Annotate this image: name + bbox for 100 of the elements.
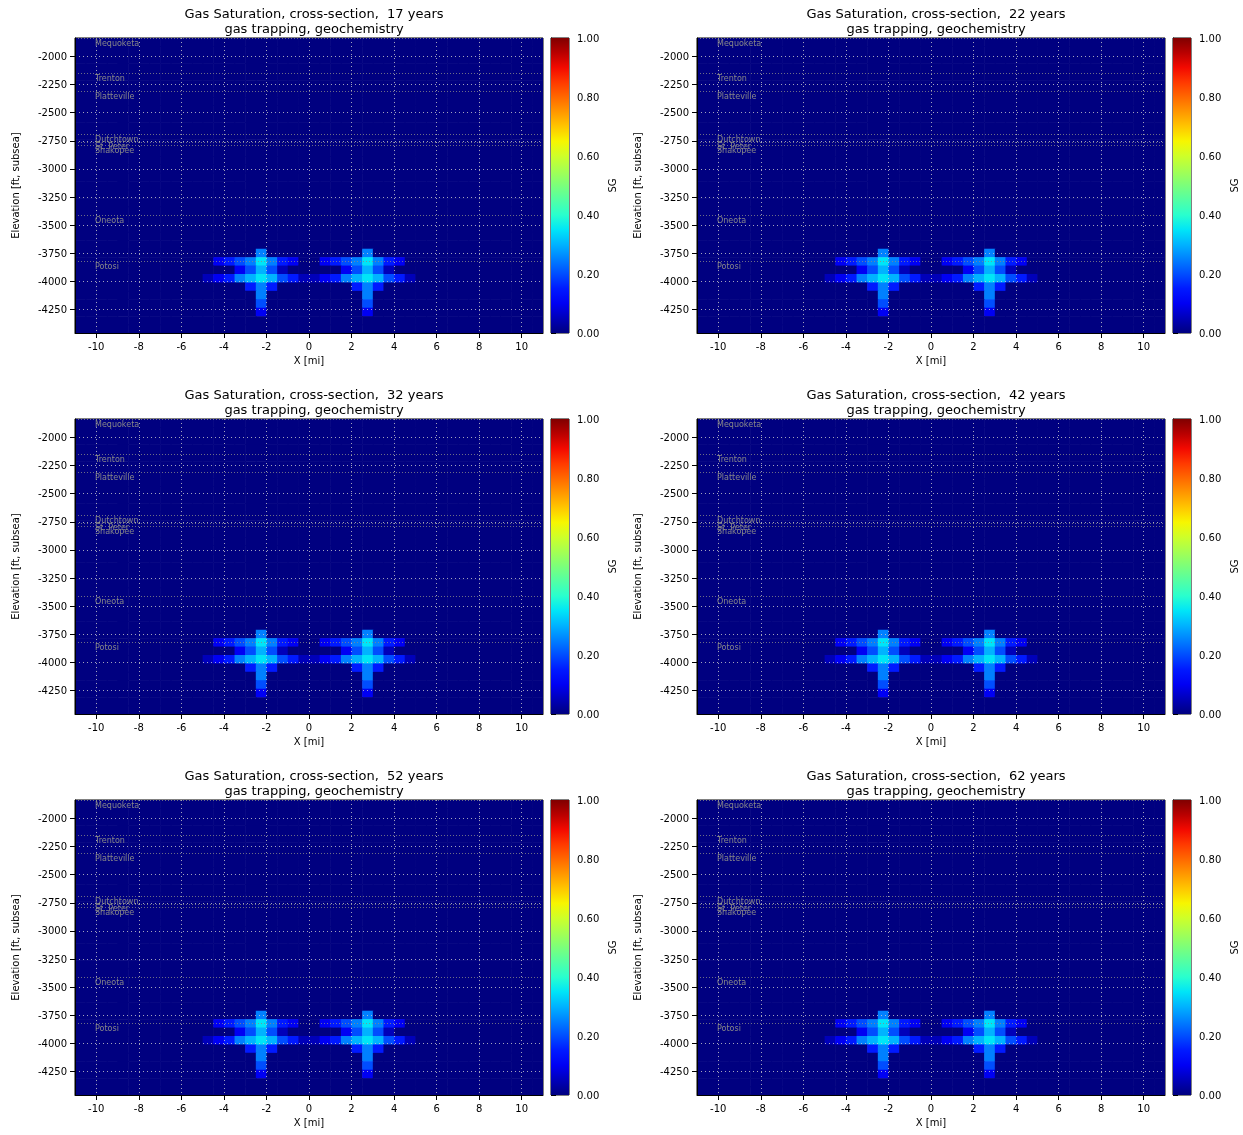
color-bar-label: 0.00	[1199, 1089, 1222, 1101]
y-tick-label: -2500	[659, 107, 689, 119]
ref-line-label: Oneota	[95, 978, 125, 988]
x-tick-label: 0	[927, 1102, 935, 1114]
x-tick-label: 10	[515, 340, 529, 352]
y-axis-title: Elevation [ft, subsea]	[631, 513, 643, 620]
x-tick-label: 6	[1055, 1102, 1062, 1114]
y-tick-label: -2750	[659, 135, 689, 147]
x-tick-label: -10	[88, 721, 105, 733]
color-bar-label: 0.40	[1199, 590, 1222, 602]
y-tick-label: -3250	[659, 953, 689, 965]
ref-line-label: Platteville	[95, 91, 135, 101]
color-bar-label: 1.00	[1199, 413, 1222, 425]
ref-line-label: Mequoketa	[95, 801, 140, 811]
y-axis-title: Elevation [ft, subsea]	[9, 132, 21, 239]
ref-line-label: Trenton	[716, 73, 747, 83]
ref-line-label: Platteville	[717, 853, 757, 863]
ref-line-label: Platteville	[95, 853, 135, 863]
x-tick-label: -4	[840, 721, 851, 733]
x-tick-label: -8	[755, 721, 766, 733]
ref-line-label: Oneota	[717, 978, 747, 988]
y-tick-label: -3000	[659, 925, 689, 937]
x-tick-label: 2	[970, 340, 977, 352]
y-tick-label: -3750	[37, 247, 67, 259]
x-tick-label: 10	[515, 721, 529, 733]
y-axis-title: Elevation [ft, subsea]	[9, 894, 21, 1001]
y-tick-label: -4000	[659, 1037, 689, 1049]
y-tick-label: -3000	[37, 163, 67, 175]
x-tick-label: 6	[433, 721, 440, 733]
color-bar-label: 0.40	[1199, 971, 1222, 983]
x-tick-label: -4	[840, 340, 851, 352]
x-tick-label: 10	[1137, 1102, 1151, 1114]
color-bar-label: 0.00	[577, 708, 600, 720]
ref-line-label: Trenton	[94, 73, 125, 83]
x-tick-label: 8	[1097, 340, 1105, 352]
y-tick-label: -2750	[659, 897, 689, 909]
y-tick-label: -4000	[659, 656, 689, 668]
y-tick-label: -2750	[37, 897, 67, 909]
y-tick-label: -3750	[37, 628, 67, 640]
x-tick-label: 0	[927, 721, 935, 733]
y-tick-label: -3000	[37, 925, 67, 937]
x-tick-label: -10	[710, 1102, 727, 1114]
ref-line-label: Oneota	[95, 216, 125, 226]
color-bar-label: 0.00	[577, 1089, 600, 1101]
x-tick-label: -4	[218, 721, 229, 733]
x-tick-label: -6	[798, 340, 809, 352]
x-tick-label: 8	[1097, 1102, 1105, 1114]
color-bar-label: 0.60	[1199, 531, 1222, 543]
x-tick-label: 6	[433, 1102, 440, 1114]
y-tick-label: -4000	[37, 275, 67, 287]
color-bar-label: 0.40	[1199, 209, 1222, 221]
y-tick-label: -3750	[659, 247, 689, 259]
chart-subtitle: gas trapping, geochemistry	[846, 21, 1026, 36]
y-tick-label: -4250	[37, 1065, 67, 1077]
y-tick-label: -4250	[37, 684, 67, 696]
ref-line-label: Trenton	[94, 454, 125, 464]
y-axis-title: Elevation [ft, subsea]	[9, 513, 21, 620]
ref-line-label: Trenton	[716, 835, 747, 845]
y-tick-label: -3000	[37, 544, 67, 556]
color-bar-label: 0.20	[1199, 268, 1222, 280]
x-tick-label: -8	[133, 1102, 144, 1114]
color-bar-label: 1.00	[1199, 794, 1222, 806]
x-tick-label: -2	[883, 340, 894, 352]
y-tick-label: -3250	[659, 572, 689, 584]
x-axis-title: X [mi]	[915, 736, 947, 748]
y-tick-label: -4250	[659, 1065, 689, 1077]
y-tick-label: -3000	[659, 163, 689, 175]
ref-line-label: Oneota	[717, 597, 747, 607]
y-tick-label: -2250	[659, 460, 689, 472]
x-axis-title: X [mi]	[915, 355, 947, 367]
x-tick-label: -10	[710, 340, 727, 352]
x-tick-label: -8	[755, 1102, 766, 1114]
color-bar-label: 0.40	[577, 209, 600, 221]
color-bar-label: 0.80	[1199, 472, 1222, 484]
x-tick-label: 8	[475, 1102, 483, 1114]
chart-title: Gas Saturation, cross-section, 32 years	[184, 387, 444, 402]
y-tick-label: -4000	[37, 1037, 67, 1049]
y-axis-title: Elevation [ft, subsea]	[631, 132, 643, 239]
ref-line-label: Oneota	[717, 216, 747, 226]
x-axis-title: X [mi]	[293, 736, 325, 748]
chart-subtitle: gas trapping, geochemistry	[224, 402, 404, 417]
ref-line-label: Platteville	[95, 472, 135, 482]
color-bar-label: 0.80	[1199, 91, 1222, 103]
ref-line-label: Potosi	[95, 262, 119, 272]
x-tick-label: 4	[1012, 721, 1020, 733]
ref-line-label: Mequoketa	[717, 420, 762, 430]
color-bar-title: SG	[1228, 940, 1240, 955]
ref-line-label: Mequoketa	[95, 39, 140, 49]
color-bar-label: 0.80	[1199, 853, 1222, 865]
color-bar-label: 0.00	[577, 327, 600, 339]
color-bar-title: SG	[606, 940, 618, 955]
chart-subtitle: gas trapping, geochemistry	[224, 783, 404, 798]
x-axis-title: X [mi]	[293, 355, 325, 367]
x-tick-label: 8	[475, 340, 483, 352]
y-tick-label: -4000	[37, 656, 67, 668]
y-tick-label: -3500	[37, 981, 67, 993]
x-tick-label: 4	[390, 721, 398, 733]
y-tick-label: -2000	[659, 813, 689, 825]
color-bar-label: 1.00	[577, 32, 600, 44]
color-bar-label: 0.60	[577, 150, 600, 162]
